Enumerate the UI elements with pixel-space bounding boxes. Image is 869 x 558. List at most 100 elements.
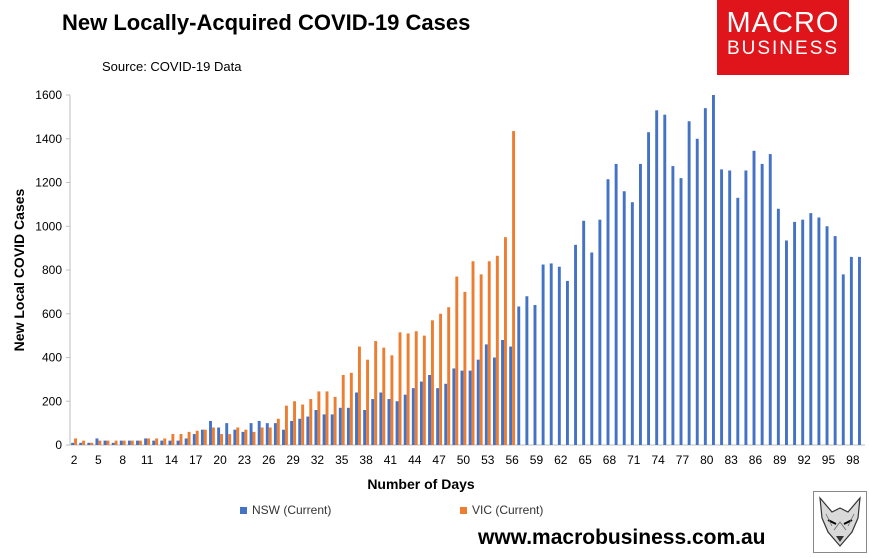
bar-nsw	[249, 423, 253, 446]
bar-nsw	[825, 226, 829, 445]
x-tick-label: 59	[530, 453, 544, 467]
bar-nsw	[241, 431, 245, 446]
x-tick-label: 95	[822, 453, 836, 467]
bar-nsw	[492, 357, 496, 445]
bar-nsw	[257, 420, 261, 445]
chart-title: New Locally-Acquired COVID-19 Cases	[62, 10, 471, 35]
bar-nsw	[598, 219, 602, 445]
bar-nsw	[79, 442, 83, 445]
x-tick-label: 47	[432, 453, 446, 467]
bar-nsw	[168, 440, 172, 446]
macro-business-logo: MACRO BUSINESS	[717, 0, 849, 75]
bar-nsw	[371, 399, 375, 445]
bar-vic	[398, 332, 402, 445]
bar-nsw	[858, 256, 861, 446]
bar-vic	[366, 359, 370, 445]
bar-vic	[179, 434, 183, 445]
bar-nsw	[444, 383, 448, 445]
bar-vic	[228, 434, 232, 445]
legend-label-nsw: NSW (Current)	[252, 503, 332, 517]
bar-nsw	[225, 423, 229, 446]
logo-line-1: MACRO	[726, 7, 840, 39]
bar-vic	[122, 440, 126, 446]
x-axis-title: Number of Days	[367, 476, 475, 492]
bar-nsw	[484, 344, 488, 446]
bar-nsw	[533, 305, 537, 445]
bar-vic	[163, 438, 167, 445]
bar-nsw	[87, 442, 91, 445]
bar-nsw	[330, 414, 334, 446]
bar-vic	[309, 399, 313, 445]
bar-nsw	[184, 438, 188, 445]
x-tick-label: 26	[262, 453, 276, 467]
bar-vic	[317, 391, 321, 445]
x-tick-label: 38	[359, 453, 373, 467]
y-tick-label: 600	[42, 307, 62, 321]
bar-nsw	[809, 213, 813, 446]
bar-vic	[463, 291, 467, 446]
legend-label-vic: VIC (Current)	[472, 503, 544, 517]
bar-nsw	[671, 166, 675, 445]
legend-swatch-nsw	[240, 506, 247, 514]
x-tick-label: 92	[797, 453, 811, 467]
bar-vic	[479, 274, 483, 446]
bar-nsw	[468, 370, 472, 446]
bar-vic	[82, 440, 86, 446]
y-tick-label: 1200	[35, 176, 62, 190]
bar-nsw	[306, 416, 310, 445]
bar-nsw	[785, 240, 788, 445]
x-tick-label: 17	[189, 453, 203, 467]
bar-nsw	[517, 306, 521, 445]
bar-nsw	[419, 381, 423, 445]
bar-vic	[74, 438, 77, 445]
bar-nsw	[111, 442, 115, 445]
y-axis-title: New Local COVID Cases	[11, 188, 27, 351]
bar-nsw	[346, 407, 350, 445]
bar-nsw	[265, 423, 269, 446]
bar-vic	[276, 418, 280, 445]
x-tick-label: 98	[846, 453, 860, 467]
bar-nsw	[841, 274, 845, 446]
bar-nsw	[760, 163, 764, 445]
bar-nsw	[217, 427, 221, 445]
bar-nsw	[387, 399, 391, 445]
bar-nsw	[695, 138, 699, 445]
bar-nsw	[565, 280, 569, 445]
bar-vic	[487, 261, 491, 445]
bar-vic	[495, 255, 499, 445]
bar-nsw	[192, 434, 196, 445]
bar-nsw	[833, 236, 837, 445]
bar-vic	[284, 405, 288, 446]
x-tick-label: 80	[700, 453, 714, 467]
bar-vic	[301, 404, 305, 445]
bar-nsw	[509, 346, 513, 445]
bar-nsw	[793, 221, 797, 445]
y-tick-label: 1400	[35, 132, 62, 146]
bar-nsw	[655, 110, 659, 445]
bar-nsw	[590, 252, 594, 445]
bar-vic	[293, 401, 297, 445]
x-tick-label: 11	[141, 453, 154, 467]
x-tick-label: 71	[627, 453, 641, 467]
x-tick-label: 29	[286, 453, 300, 467]
y-tick-label: 1000	[35, 219, 62, 233]
bar-vic	[90, 442, 94, 445]
bar-nsw	[622, 191, 626, 445]
x-tick-label: 53	[481, 453, 495, 467]
logo-line-2: BUSINESS	[726, 38, 840, 59]
bar-vic	[211, 427, 215, 445]
bar-nsw	[119, 440, 123, 446]
bar-vic	[187, 431, 191, 446]
y-tick-label: 800	[42, 263, 62, 277]
bar-nsw	[322, 414, 326, 446]
y-tick-label: 0	[55, 438, 62, 452]
bar-vic	[252, 431, 256, 446]
bar-nsw	[801, 219, 805, 445]
x-tick-label: 77	[676, 453, 690, 467]
bar-vic	[414, 331, 418, 445]
bar-nsw	[428, 375, 431, 445]
bar-nsw	[574, 244, 578, 445]
bar-vic	[130, 440, 134, 446]
bar-nsw	[363, 410, 367, 445]
x-tick-label: 65	[578, 453, 592, 467]
